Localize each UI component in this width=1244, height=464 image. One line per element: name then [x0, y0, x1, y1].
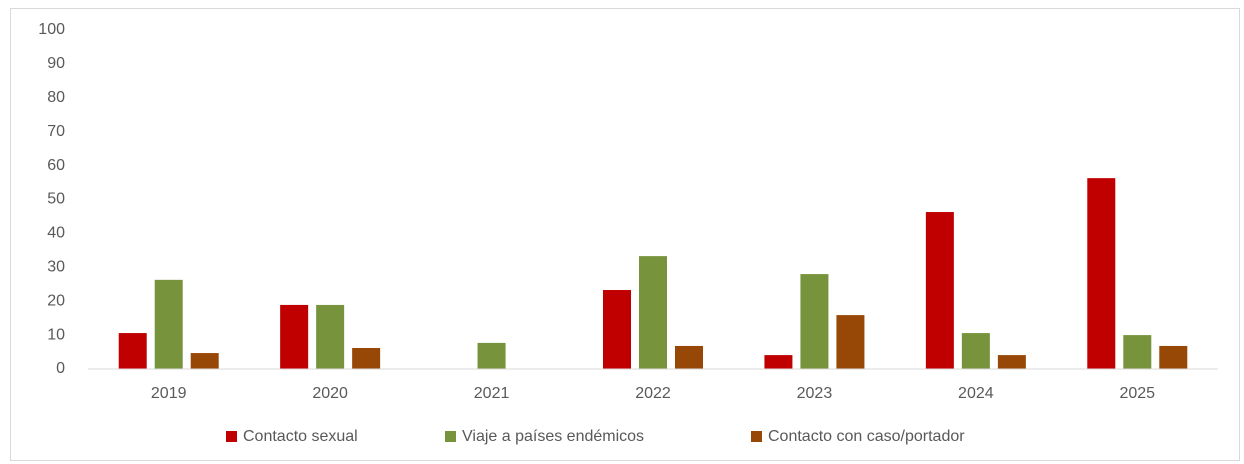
y-tick-label: 80 — [47, 89, 65, 106]
bar — [118, 333, 147, 369]
bar — [925, 212, 954, 369]
bar — [675, 345, 703, 369]
legend-label: Contacto sexual — [243, 428, 358, 445]
bar — [603, 290, 631, 369]
legend-label: Viaje a países endémicos — [462, 428, 644, 445]
x-tick-label: 2023 — [797, 385, 833, 402]
y-tick-label: 10 — [47, 326, 65, 343]
x-tick-label: 2024 — [958, 385, 994, 402]
y-tick-label: 50 — [47, 191, 65, 208]
bar — [961, 333, 990, 369]
legend-label: Contacto con caso/portador — [768, 428, 965, 445]
x-tick-label: 2020 — [312, 385, 348, 402]
bar — [997, 355, 1026, 369]
bar — [1159, 345, 1188, 369]
y-tick-label: 30 — [47, 259, 65, 276]
x-tick-label: 2021 — [474, 385, 510, 402]
bar — [316, 304, 345, 369]
bar — [352, 347, 381, 369]
x-tick-label: 2025 — [1119, 385, 1155, 402]
y-tick-label: 70 — [47, 123, 65, 140]
bar — [764, 355, 793, 369]
legend-swatch — [226, 431, 237, 442]
legend-swatch — [445, 431, 456, 442]
chart-frame — [10, 8, 1240, 461]
bar — [154, 279, 183, 369]
y-tick-label: 60 — [47, 157, 65, 174]
bar — [639, 256, 667, 369]
bar — [280, 304, 309, 369]
bar — [190, 353, 219, 369]
bar — [1087, 178, 1116, 369]
x-tick-label: 2019 — [151, 385, 187, 402]
x-tick-label: 2022 — [635, 385, 671, 402]
legend-swatch — [751, 431, 762, 442]
y-tick-label: 100 — [38, 21, 65, 38]
y-tick-label: 20 — [47, 292, 65, 309]
bar — [836, 315, 865, 369]
bar — [800, 274, 829, 369]
y-tick-label: 40 — [47, 225, 65, 242]
y-tick-label: 90 — [47, 55, 65, 72]
bar — [477, 342, 506, 369]
y-tick-label: 0 — [56, 360, 65, 377]
bar — [1123, 335, 1152, 369]
